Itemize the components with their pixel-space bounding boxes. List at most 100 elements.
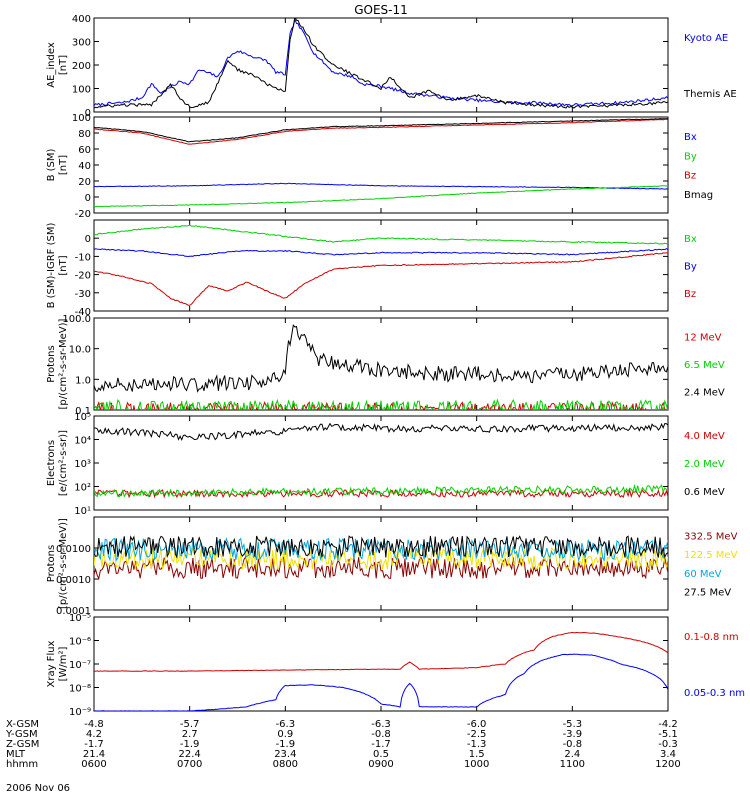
- series-line-27-5-mev: [94, 535, 668, 559]
- ephemeris-value: 23.4: [274, 749, 296, 760]
- ephemeris-value: -1.7: [84, 739, 104, 750]
- series-line-bz: [94, 118, 668, 145]
- y-tick-label: 100: [72, 85, 91, 96]
- ephemeris-value: -3.9: [563, 729, 583, 740]
- ephemeris-value: -1.3: [467, 739, 487, 750]
- y-axis-label: Xray Flux: [46, 640, 57, 687]
- ephemeris-value: 0800: [273, 759, 298, 770]
- series-line-bmag: [94, 118, 668, 143]
- y-tick-label: 10⁻⁷: [69, 660, 91, 671]
- legend-entry: By: [684, 262, 697, 273]
- y-axis-label: [nT]: [58, 155, 69, 175]
- series-line-by: [94, 185, 668, 208]
- y-tick-label: 10.0: [69, 345, 91, 356]
- series-group: [94, 324, 668, 410]
- ephemeris-table: X-GSM -4.8 -5.7 -6.3 -6.3 -6.0 -5.3 -4.2 Y-GSM 4.…: [5, 719, 681, 770]
- date-label: 2006 Nov 06: [6, 783, 70, 794]
- y-tick-label: 0.0100: [56, 544, 91, 555]
- legend-entry: Bx: [684, 234, 697, 245]
- ephemeris-value: 1.5: [469, 749, 485, 760]
- series-group: [94, 18, 668, 109]
- y-tick-label: 400: [72, 14, 91, 25]
- ephemeris-value: 0900: [368, 759, 393, 770]
- ephemeris-value: 0.9: [277, 729, 293, 740]
- y-tick-label: 0.0010: [56, 575, 91, 586]
- legend-entry: Bz: [684, 289, 696, 300]
- series-line-0-1-0-8-nm: [94, 631, 668, 672]
- y-tick-label: 0.0001: [56, 606, 91, 617]
- y-tick-label: 60: [78, 145, 91, 156]
- y-axis-label: Protons: [46, 345, 57, 382]
- y-tick-label: 10⁻⁸: [69, 684, 91, 695]
- legend-entry: 332.5 MeV: [684, 532, 738, 543]
- legend-entry: 27.5 MeV: [684, 587, 731, 598]
- ephemeris-value: -4.2: [658, 719, 678, 730]
- ephemeris-value: 0700: [177, 759, 202, 770]
- ephemeris-value: -6.3: [276, 719, 296, 730]
- y-axis-label: [nT]: [58, 255, 69, 275]
- series-line-6-5-mev: [94, 398, 668, 410]
- panel-frame: [93, 616, 669, 712]
- y-tick-label: 40: [78, 161, 91, 172]
- series-line-60-mev: [94, 536, 668, 562]
- y-tick-label: 20: [78, 177, 91, 188]
- series-line-bx: [94, 182, 668, 190]
- ephemeris-value: 22.4: [179, 749, 201, 760]
- y-tick-label: -10: [75, 252, 91, 263]
- y-tick-label: 10²: [74, 483, 91, 494]
- y-axis-label: B (SM): [46, 148, 57, 181]
- ephemeris-value: -0.8: [563, 739, 583, 750]
- series-group: [94, 224, 668, 306]
- ephemeris-value: -5.1: [658, 729, 678, 740]
- y-tick-label: 10⁵: [74, 412, 91, 423]
- legend-entry: Kyoto AE: [684, 33, 728, 44]
- ephemeris-value: -5.7: [180, 719, 200, 730]
- y-tick-label: 200: [72, 61, 91, 72]
- series-line-332-5-mev: [94, 555, 668, 580]
- y-tick-label: 300: [72, 38, 91, 49]
- y-axis-label: Protons: [46, 545, 57, 582]
- ephemeris-value: -1.7: [371, 739, 391, 750]
- legend-entry: 0.1-0.8 nm: [684, 632, 739, 643]
- y-tick-label: 10⁻⁶: [69, 637, 91, 648]
- panel-3: -40 -30 -20 -10 0 B (SM)-IGRF (SM) [nT] Bx By Bz: [46, 219, 697, 318]
- y-tick-label: 10⁻⁵: [69, 613, 91, 624]
- y-axis-label: Electrons: [46, 440, 57, 486]
- legend-entry: Bx: [684, 132, 697, 143]
- series-line-bz: [94, 252, 668, 306]
- legend-entry: 4.0 MeV: [684, 431, 725, 442]
- legend-entry: Bmag: [684, 190, 713, 201]
- panel-5: 10¹ 10² 10³ 10⁴ 10⁵ Electrons [e/(cm²-s-sr)] 4.…: [46, 412, 725, 517]
- series-line-0-05-0-3-nm: [94, 653, 668, 711]
- legend-entry: 6.5 MeV: [684, 360, 725, 371]
- series-line-by: [94, 248, 668, 258]
- ephemeris-row-label: Z-GSM: [6, 739, 39, 750]
- series-group: [94, 535, 668, 580]
- ephemeris-value: -6.0: [467, 719, 487, 730]
- ephemeris-value: 0.5: [373, 749, 389, 760]
- legend-entry: 0.05-0.3 nm: [684, 688, 745, 699]
- legend-entry: 2.4 MeV: [684, 388, 725, 399]
- panel-4: 0.1 1.0 10.0 100.0 Protons [p/(cm²-s-sr-MeV)]…: [46, 314, 725, 417]
- y-tick-label: 100: [72, 113, 91, 124]
- y-tick-label: 0: [85, 108, 91, 119]
- legend-entry: 0.6 MeV: [684, 487, 725, 498]
- ephemeris-value: -2.5: [467, 729, 487, 740]
- y-axis-label: [nT]: [58, 55, 69, 75]
- ephemeris-value: 2.7: [182, 729, 198, 740]
- plot-title: GOES-11: [354, 3, 408, 17]
- ephemeris-value: 21.4: [83, 749, 105, 760]
- ephemeris-row-label: Y-GSM: [5, 729, 38, 740]
- legend-entry: 12 MeV: [684, 332, 722, 343]
- y-tick-label: -40: [75, 307, 91, 318]
- panel-2: -20 0 20 40 60 80 100 B (SM) [nT] Bx By Bz Bmag: [46, 113, 713, 220]
- legend-entry: By: [684, 151, 697, 162]
- ephemeris-row-label: MLT: [6, 749, 26, 760]
- ephemeris-value: -0.8: [371, 729, 391, 740]
- y-axis-label: AE_index: [46, 42, 57, 88]
- ephemeris-value: -5.3: [563, 719, 583, 730]
- ephemeris-value: -6.3: [371, 719, 391, 730]
